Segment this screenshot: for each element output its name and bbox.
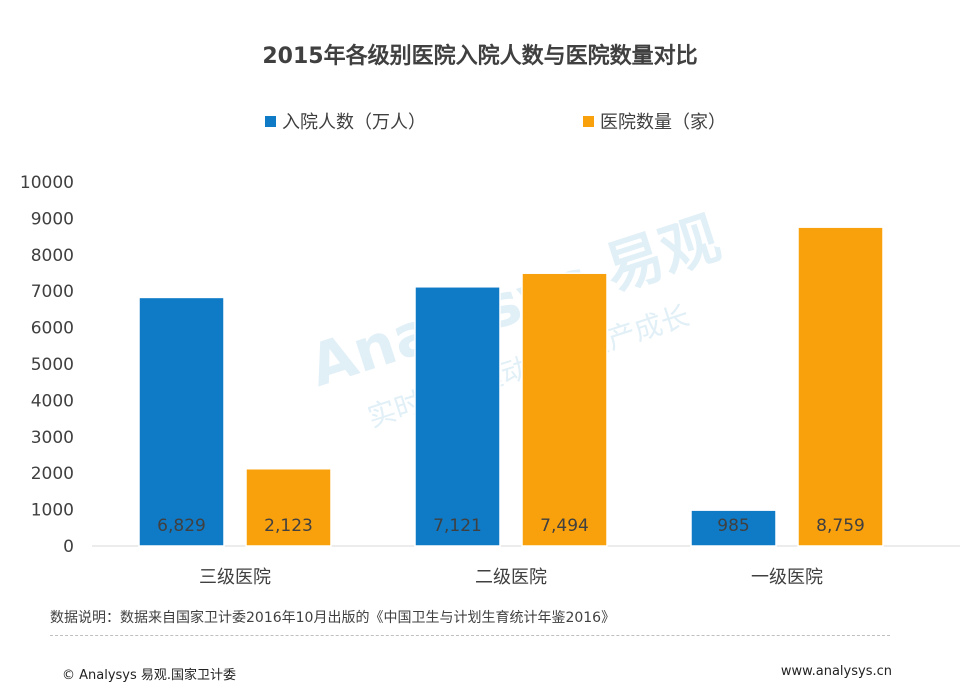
y-tick-label: 8000: [31, 246, 74, 266]
bar: [690, 509, 777, 547]
data-label: 7,121: [433, 516, 482, 536]
x-tick-label: 一级医院: [751, 567, 823, 588]
bar: [138, 296, 225, 547]
divider: [50, 635, 890, 636]
y-tick-label: 5000: [31, 355, 74, 375]
bar: [797, 226, 884, 547]
data-label: 8,759: [816, 516, 865, 536]
y-tick-label: 9000: [31, 209, 74, 229]
bar-chart: 0 1000 2000 3000 4000 5000 6000 7000 8000 9000 100…: [20, 173, 960, 588]
y-tick-label: 1000: [31, 501, 74, 521]
chart-title: 2015年各级别医院入院人数与医院数量对比: [262, 44, 698, 69]
x-tick-label: 二级医院: [475, 567, 547, 588]
y-tick-label: 2000: [31, 464, 74, 484]
y-tick-label: 10000: [20, 173, 74, 193]
legend-swatch-admissions: [265, 115, 276, 127]
legend-swatch-hospitals: [583, 115, 594, 127]
legend-label-admissions: 入院人数（万人）: [282, 112, 426, 133]
bar: [245, 467, 332, 547]
footer-website[interactable]: www.analysys.cn: [780, 664, 892, 679]
legend-item-admissions: 入院人数（万人）: [265, 108, 426, 134]
y-tick-label: 7000: [31, 282, 74, 302]
bar: [521, 272, 608, 547]
footer-copyright: © Analysys 易观.国家卫计委: [62, 668, 237, 683]
legend: 入院人数（万人） 医院数量（家）: [0, 108, 960, 134]
legend-item-hospitals: 医院数量（家）: [583, 108, 726, 134]
y-tick-label: 0: [63, 537, 74, 557]
x-tick-label: 三级医院: [199, 567, 271, 588]
y-tick-label: 4000: [31, 391, 74, 411]
data-label: 985: [717, 516, 749, 536]
data-label: 7,494: [540, 516, 589, 536]
y-tick-label: 6000: [31, 319, 74, 339]
legend-label-hospitals: 医院数量（家）: [600, 112, 726, 133]
y-tick-label: 3000: [31, 428, 74, 448]
footnote: 数据说明：数据来自国家卫计委2016年10月出版的《中国卫生与计划生育统计年鉴2…: [50, 610, 616, 626]
bar: [414, 286, 501, 547]
data-label: 6,829: [157, 516, 206, 536]
data-label: 2,123: [264, 516, 313, 536]
